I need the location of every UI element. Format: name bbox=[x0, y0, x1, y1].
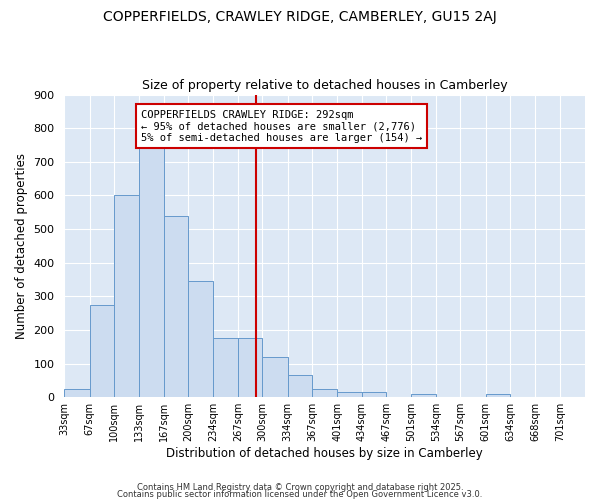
Text: COPPERFIELDS CRAWLEY RIDGE: 292sqm
← 95% of detached houses are smaller (2,776)
: COPPERFIELDS CRAWLEY RIDGE: 292sqm ← 95%… bbox=[141, 110, 422, 143]
X-axis label: Distribution of detached houses by size in Camberley: Distribution of detached houses by size … bbox=[166, 447, 483, 460]
Bar bbox=[64, 389, 89, 397]
Bar bbox=[312, 389, 337, 397]
Bar bbox=[287, 376, 312, 397]
Bar bbox=[238, 338, 262, 397]
Text: Contains public sector information licensed under the Open Government Licence v3: Contains public sector information licen… bbox=[118, 490, 482, 499]
Bar bbox=[485, 394, 510, 397]
Text: Contains HM Land Registry data © Crown copyright and database right 2025.: Contains HM Land Registry data © Crown c… bbox=[137, 484, 463, 492]
Bar bbox=[412, 394, 436, 397]
Bar bbox=[164, 216, 188, 397]
Text: COPPERFIELDS, CRAWLEY RIDGE, CAMBERLEY, GU15 2AJ: COPPERFIELDS, CRAWLEY RIDGE, CAMBERLEY, … bbox=[103, 10, 497, 24]
Bar bbox=[114, 196, 139, 397]
Title: Size of property relative to detached houses in Camberley: Size of property relative to detached ho… bbox=[142, 79, 508, 92]
Y-axis label: Number of detached properties: Number of detached properties bbox=[15, 153, 28, 339]
Bar bbox=[337, 392, 362, 397]
Bar bbox=[214, 338, 238, 397]
Bar bbox=[362, 392, 386, 397]
Bar bbox=[139, 145, 164, 397]
Bar bbox=[262, 357, 287, 397]
Bar bbox=[188, 281, 214, 397]
Bar bbox=[89, 304, 114, 397]
